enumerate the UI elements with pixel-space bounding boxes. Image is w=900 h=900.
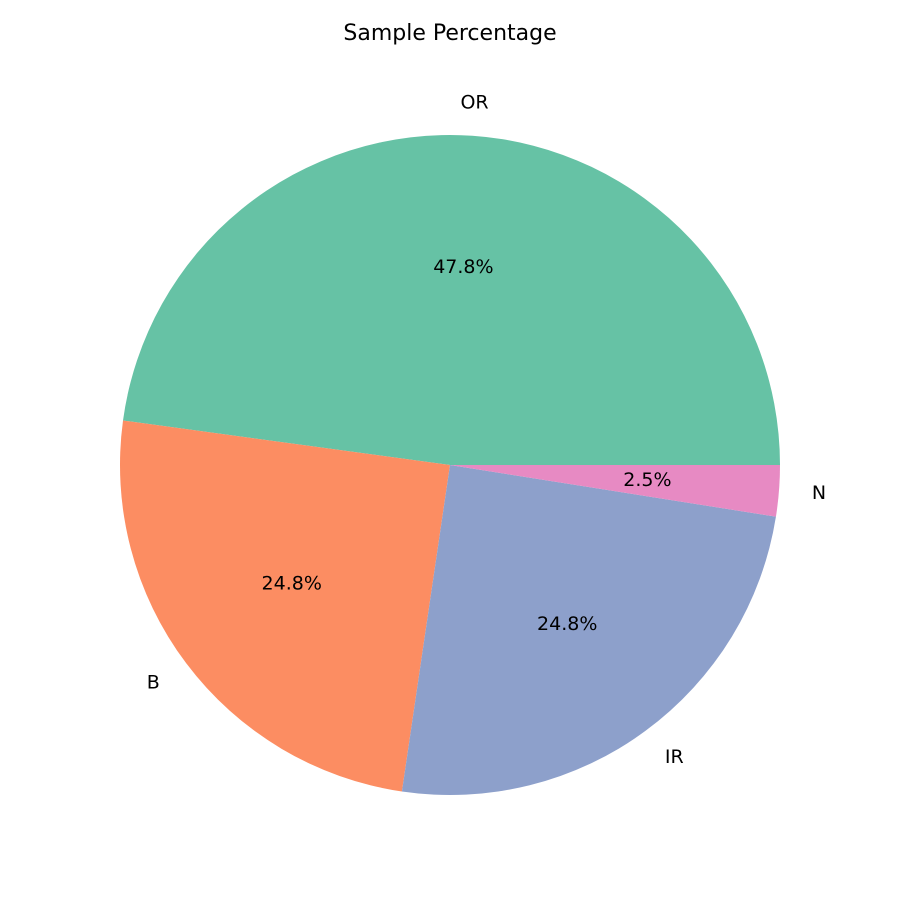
slice-label-ir: IR bbox=[665, 746, 684, 768]
pie-slice-b bbox=[120, 420, 450, 792]
slice-percent-b: 24.8% bbox=[262, 572, 322, 594]
pie-slices bbox=[120, 135, 780, 795]
pie-slice-n bbox=[450, 465, 780, 517]
chart-title: Sample Percentage bbox=[343, 21, 556, 46]
pie-labels: OR 47.8% B 24.8% IR 24.8% N 2.5% bbox=[147, 91, 826, 768]
pie-slice-ir bbox=[401, 465, 776, 795]
pie-slice-or bbox=[123, 135, 780, 465]
slice-label-n: N bbox=[812, 482, 826, 504]
slice-percent-n: 2.5% bbox=[623, 469, 671, 491]
slice-label-b: B bbox=[147, 672, 160, 694]
slice-percent-ir: 24.8% bbox=[537, 613, 597, 635]
slice-label-or: OR bbox=[460, 91, 488, 113]
slice-percent-or: 47.8% bbox=[433, 256, 493, 278]
